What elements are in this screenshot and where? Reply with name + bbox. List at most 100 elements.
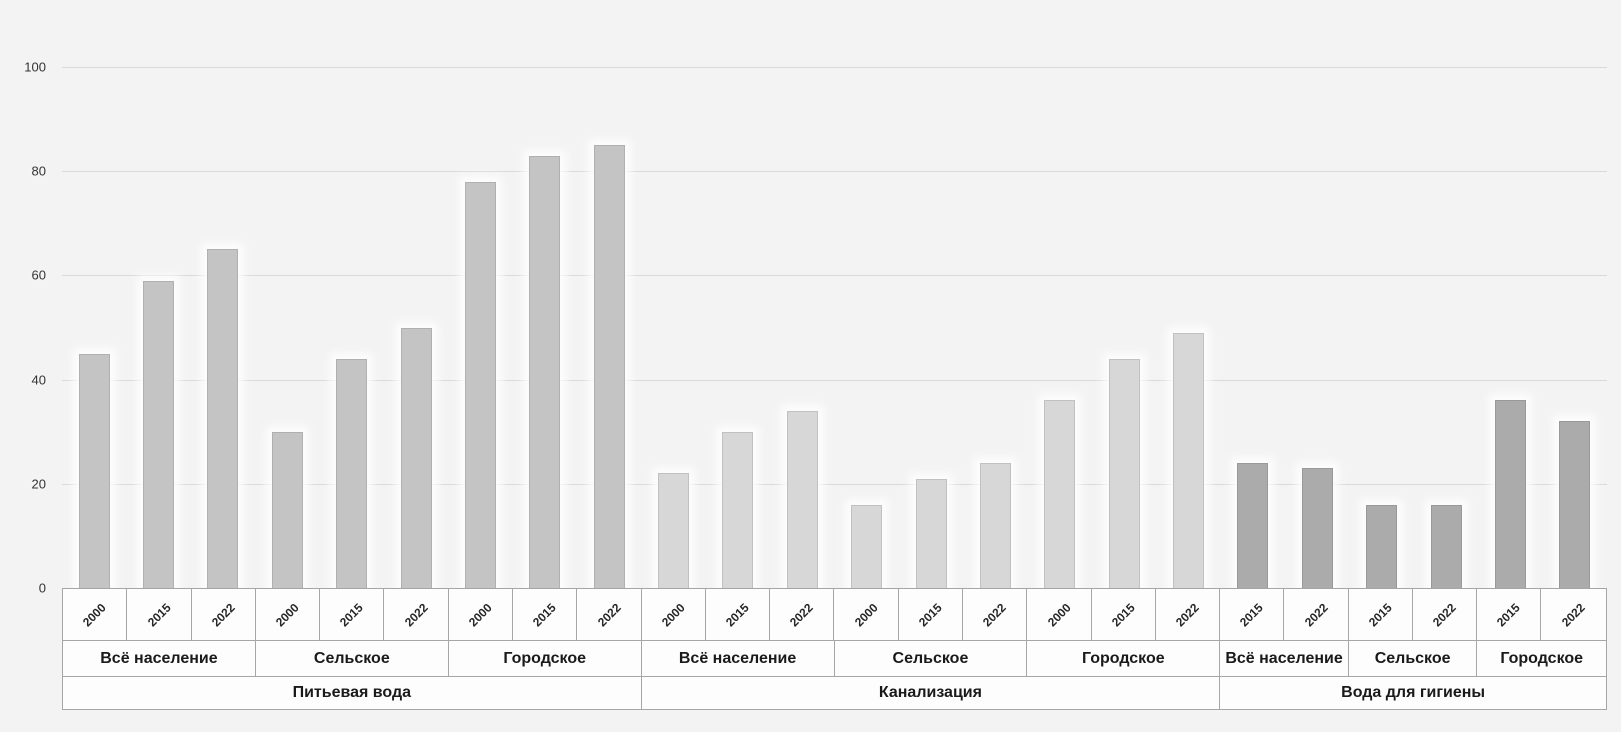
year-cell: 2015 [320, 589, 385, 640]
bar-column [448, 67, 512, 588]
bar-Канализация-Всё население-2000 [658, 473, 690, 588]
year-cell: 2000 [63, 589, 128, 640]
y-tick-label: 100 [24, 59, 46, 75]
year-label: 2000 [851, 600, 881, 629]
year-cell: 2022 [384, 589, 449, 640]
bar-Питьевая вода-Городское-2000 [464, 181, 496, 588]
bar-Питьевая вода-Всё население-2022 [207, 249, 239, 588]
bar-column [62, 67, 126, 588]
subgroup-cell: Сельское [256, 641, 449, 676]
year-cell: 2022 [192, 589, 256, 640]
bar-Канализация-Городское-2000 [1044, 400, 1076, 588]
year-label: 2015 [337, 600, 367, 629]
bar-Вода для гигиены-Всё население-2022 [1301, 468, 1333, 588]
subgroup-label: Всё население [678, 649, 797, 667]
year-cell: 2022 [770, 589, 835, 640]
year-cell: 2022 [1284, 589, 1349, 640]
subgroup-label: Сельское [1374, 649, 1451, 667]
subgroup-label: Сельское [892, 649, 969, 667]
bar-column [1350, 67, 1414, 588]
bar-Канализация-Городское-2022 [1173, 332, 1205, 588]
bar-column [513, 67, 577, 588]
bar-column [963, 67, 1027, 588]
subgroup-cell: Всё население [63, 641, 256, 676]
subgroup-row: Всё население Сельское Городское Всё населе… [63, 641, 1606, 677]
subgroup-label: Городское [1500, 649, 1584, 667]
year-label: 2015 [1494, 600, 1524, 629]
gridline-100 [62, 67, 1607, 68]
bar-column [1221, 67, 1285, 588]
y-tick-label: 80 [31, 163, 46, 179]
bar-column [1414, 67, 1478, 588]
year-cell: 2015 [1349, 589, 1413, 640]
bar-Вода для гигиены-Городское-2015 [1494, 400, 1526, 588]
bar-column [1543, 67, 1607, 588]
bar-Питьевая вода-Сельское-2022 [400, 327, 432, 588]
year-label: 2015 [1108, 600, 1138, 629]
plot-area [62, 67, 1607, 588]
year-label: 2022 [980, 600, 1009, 629]
year-label: 2000 [1044, 600, 1074, 629]
year-cell: 2000 [642, 589, 706, 640]
group-cell: Канализация [642, 677, 1221, 709]
group-cell: Вода для гигиены [1220, 677, 1606, 709]
year-cell: 2015 [706, 589, 771, 640]
bar-Питьевая вода-Городское-2022 [593, 145, 625, 588]
bar-column [770, 67, 834, 588]
subgroup-label: Сельское [313, 649, 390, 667]
bar-column [191, 67, 255, 588]
y-tick-label: 40 [31, 372, 46, 388]
group-label: Канализация [878, 684, 982, 701]
bar-Канализация-Сельское-2000 [851, 504, 883, 588]
subgroup-label: Всё население [100, 649, 218, 667]
gridline-60 [62, 275, 1607, 277]
bar-Питьевая вода-Сельское-2015 [336, 358, 368, 588]
subgroup-cell: Городское [449, 641, 642, 676]
bar-column [899, 67, 963, 588]
bar-column [835, 67, 899, 588]
year-label: 2015 [1365, 600, 1395, 629]
bar-column [641, 67, 705, 588]
year-label: 2015 [723, 600, 752, 629]
bar-Питьевая вода-Городское-2015 [529, 155, 561, 588]
bar-Питьевая вода-Сельское-2000 [271, 431, 303, 588]
year-label: 2015 [1237, 600, 1267, 629]
bar-column [1156, 67, 1220, 588]
bar-Вода для гигиены-Всё население-2015 [1237, 462, 1269, 588]
y-tick-label: 20 [31, 476, 46, 492]
year-cell: 2015 [513, 589, 578, 640]
gridlines [62, 67, 1607, 588]
year-cell: 2000 [1027, 589, 1092, 640]
bar-column [1285, 67, 1349, 588]
bar-Канализация-Всё население-2022 [786, 410, 818, 588]
year-cell: 2022 [1413, 589, 1478, 640]
bar-column [1092, 67, 1156, 588]
year-cell: 2022 [1541, 589, 1605, 640]
gridline-20 [62, 483, 1607, 485]
group-row: Питьевая вода Канализация Вода для гигиены [63, 677, 1606, 709]
subgroup-cell: Городское [1477, 641, 1606, 676]
year-label: 2000 [273, 600, 302, 629]
year-cell: 2015 [1092, 589, 1156, 640]
subgroup-label: Всё население [1225, 649, 1343, 667]
subgroup-cell: Сельское [1349, 641, 1478, 676]
bar-column [384, 67, 448, 588]
group-label: Питьевая вода [292, 684, 412, 701]
year-label: 2022 [787, 600, 817, 629]
year-cell: 2015 [127, 589, 192, 640]
bar-column [320, 67, 384, 588]
year-label: 2022 [401, 600, 431, 629]
year-cell: 2000 [256, 589, 321, 640]
bar-Канализация-Сельское-2015 [915, 478, 947, 588]
bar-Вода для гигиены-Городское-2022 [1559, 421, 1591, 588]
year-label: 2022 [1173, 600, 1202, 629]
bar-column [255, 67, 319, 588]
year-label: 2022 [1301, 600, 1331, 629]
subgroup-cell: Городское [1027, 641, 1221, 676]
bar-column [126, 67, 190, 588]
year-label: 2000 [465, 600, 495, 629]
bar-column [577, 67, 641, 588]
year-row: 2000 2015 2022 2000 2015 2022 2000 2015 2022 2000… [63, 589, 1606, 641]
bar-Вода для гигиены-Сельское-2015 [1366, 504, 1398, 588]
